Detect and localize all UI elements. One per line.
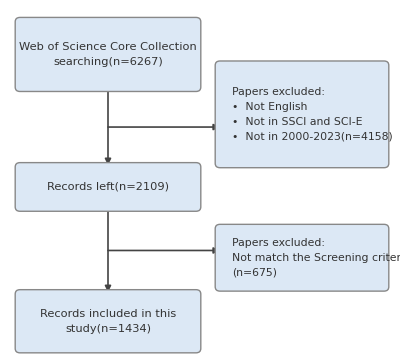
FancyBboxPatch shape — [15, 17, 201, 91]
Text: Records included in this
study(n=1434): Records included in this study(n=1434) — [40, 309, 176, 334]
FancyBboxPatch shape — [215, 61, 389, 168]
FancyBboxPatch shape — [215, 224, 389, 291]
Text: Records left(n=2109): Records left(n=2109) — [47, 182, 169, 192]
Text: Web of Science Core Collection
searching(n=6267): Web of Science Core Collection searching… — [19, 42, 197, 67]
Text: Papers excluded:
Not match the Screening criteria
(n=675): Papers excluded: Not match the Screening… — [232, 238, 400, 278]
FancyBboxPatch shape — [15, 163, 201, 211]
FancyBboxPatch shape — [15, 290, 201, 353]
Text: Papers excluded:
•  Not English
•  Not in SSCI and SCI-E
•  Not in 2000-2023(n=4: Papers excluded: • Not English • Not in … — [232, 87, 393, 142]
